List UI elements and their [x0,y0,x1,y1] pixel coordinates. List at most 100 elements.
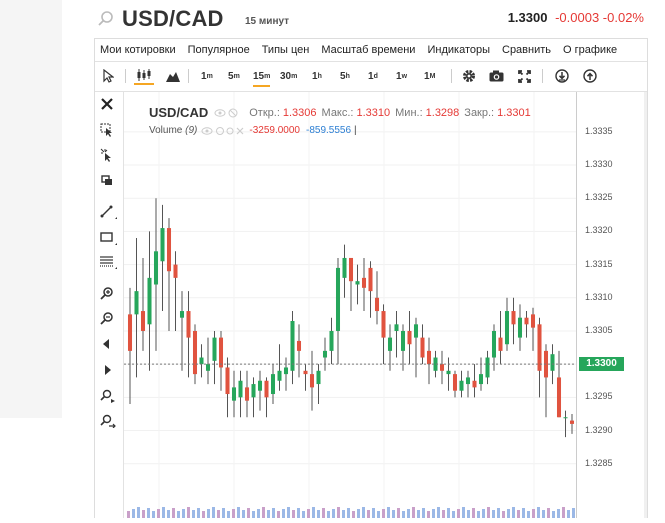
volume-bar [387,507,390,518]
menu-about-chart[interactable]: О графике [563,44,618,56]
candle-body [420,337,425,358]
volume-bar [382,509,385,518]
price-chart[interactable] [124,92,576,518]
candle-body [140,311,146,331]
volume-value-2: -859.5556 [305,125,352,136]
candle-body [173,264,178,278]
volume-bar [477,511,480,518]
candle-body [426,350,432,365]
price-axis[interactable]: 1.3335 1.3330 1.3325 1.3320 1.3315 1.3310 1.33… [576,92,648,518]
zoom-out-icon[interactable] [100,311,116,327]
candle-body [446,370,451,375]
candle-body [459,380,464,391]
menu-indicators[interactable]: Индикаторы [427,44,490,56]
candle-body [368,267,373,292]
volume-value-1: -3259.0000 [249,125,300,136]
volume-bar [392,510,395,518]
menu-my-quotes[interactable]: Мои котировки [100,44,176,56]
magic-cursor-icon[interactable] [100,148,116,164]
zoom-fit-icon[interactable] [100,414,116,430]
volume-bar [517,510,520,518]
candle-body [134,291,139,315]
symbol-title: USD/CAD [122,6,224,31]
volume-bar [362,507,365,518]
volume-bar [497,508,500,518]
fullscreen-icon[interactable] [516,67,532,85]
volume-bar [467,510,470,518]
candle-body [329,330,334,351]
trend-line-icon[interactable] [100,204,117,220]
scroll-left-icon[interactable] [100,337,116,353]
volume-bar [557,509,560,518]
copy-icon[interactable] [100,174,116,190]
candle-body [199,357,204,365]
zoom-reset-icon[interactable] [100,389,116,405]
scroll-right-icon[interactable] [100,363,116,379]
horizontal-lines-icon[interactable] [100,254,117,270]
period-label: 15 минут [245,16,290,27]
select-area-icon[interactable] [100,123,116,139]
scrollbar[interactable] [644,92,647,518]
candle-body [348,257,354,282]
candlestick-chart[interactable] [124,92,576,518]
volume-bar [452,511,455,518]
candle-body [238,380,243,398]
zoom-in-icon[interactable] [100,286,116,302]
indicator-controls-icon[interactable] [201,126,245,136]
volume-bar [262,507,265,518]
rectangle-icon[interactable] [100,230,117,246]
volume-bar [437,507,440,518]
download-icon[interactable] [554,67,570,85]
candle-body [569,420,575,424]
candle-body [465,377,471,385]
open-label: Откр.: [249,106,280,119]
camera-icon[interactable] [488,67,504,85]
candle-body [563,417,568,419]
candle-body [316,370,321,385]
volume-bar [367,510,370,518]
menu-compare[interactable]: Сравнить [502,44,552,56]
area-type-icon[interactable] [165,67,181,85]
current-price-tag: 1.3300 [579,357,624,372]
timeframe-15m[interactable]: 15 m [253,67,271,87]
menu-price-types[interactable]: Типы цен [261,44,310,56]
cursor-icon[interactable] [101,67,115,85]
volume-bar [177,511,180,518]
timeframe-30m[interactable]: 30 m [280,70,298,82]
menu-popular[interactable]: Популярное [187,44,250,56]
volume-bar [152,511,155,518]
volume-bar [347,508,350,518]
candle-body [290,321,295,371]
volume-bar [457,509,460,518]
candle-body [394,324,399,331]
volume-bar [277,511,280,518]
candle-body [153,251,159,285]
volume-bar [427,511,430,518]
close-icon[interactable] [100,97,116,113]
eye-icon[interactable] [214,108,244,118]
gear-icon[interactable] [461,67,477,85]
candle-body [342,257,347,278]
last-price: 1.3300 [507,10,548,25]
candle-body [400,330,406,351]
volume-bar [297,508,300,518]
drawing-tools-sidebar [95,92,124,518]
menu-time-scale[interactable]: Масштаб времени [321,44,416,56]
candle-body [147,277,152,325]
search-icon[interactable] [96,9,116,29]
candle-body [231,387,237,401]
candle-body [205,364,211,371]
volume-bar [357,509,360,518]
candles-type-icon[interactable] [134,67,154,85]
upload-icon[interactable] [582,67,598,85]
candle-body [277,370,282,381]
candle-body [381,311,386,338]
low-label: Мин.: [395,106,423,119]
